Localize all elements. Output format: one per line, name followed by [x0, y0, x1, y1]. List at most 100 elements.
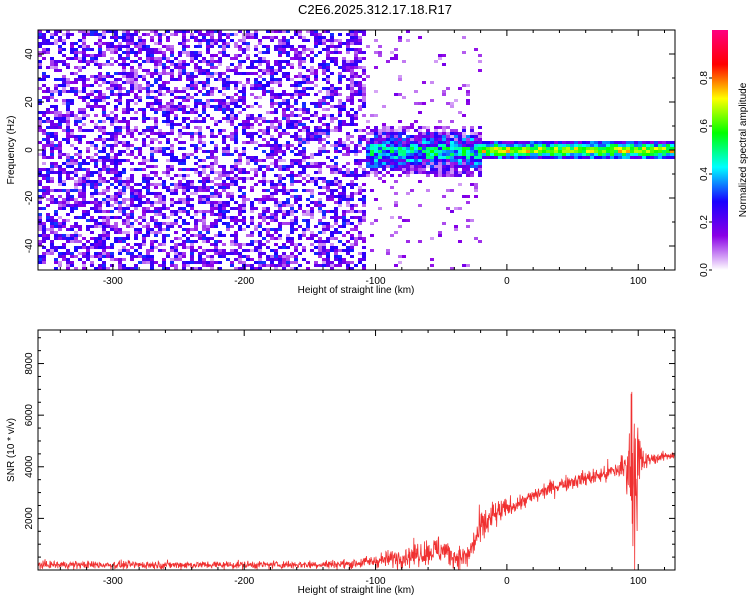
spectrogram-cell	[126, 231, 130, 234]
spectrogram-cell	[218, 267, 222, 270]
spectrogram-cell	[178, 162, 182, 165]
spectrogram-cell	[214, 201, 218, 204]
spectrogram-cell	[202, 120, 206, 123]
spectrogram-cell	[374, 174, 378, 177]
spectrogram-cell	[90, 105, 94, 108]
spectrogram-cell	[198, 186, 202, 189]
spectrogram-cell	[226, 69, 230, 72]
spectrogram-cell	[222, 180, 226, 183]
spectrogram-cell	[270, 105, 274, 108]
spectrogram-cell	[194, 240, 198, 243]
spectrogram-cell	[170, 123, 174, 126]
spectrogram-cell	[134, 111, 138, 114]
spectrogram-cell	[138, 153, 142, 156]
spectrogram-cell	[154, 111, 158, 114]
spectrogram-cell	[350, 150, 354, 153]
spectrogram-cell	[334, 117, 338, 120]
spectrogram-cell	[310, 201, 314, 204]
spectrogram-cell	[142, 210, 146, 213]
spectrogram-cell	[202, 117, 206, 120]
spectrogram-cell	[134, 189, 138, 192]
spectrogram-cell	[182, 141, 186, 144]
spectrogram-cell	[106, 96, 110, 99]
spectrogram-cell	[102, 42, 106, 45]
x-tick-label: -200	[234, 576, 254, 587]
spectrogram-cell	[258, 117, 262, 120]
spectrogram-cell	[430, 81, 434, 84]
spectrogram-cell	[462, 51, 466, 54]
spectrogram-cell	[202, 258, 206, 261]
spectrogram-cell	[234, 93, 238, 96]
spectrogram-cell	[474, 147, 478, 150]
spectrogram-cell	[302, 156, 306, 159]
spectrogram-cell	[38, 255, 42, 258]
spectrogram-cell	[154, 165, 158, 168]
spectrogram-cell	[166, 72, 170, 75]
spectrogram-cell	[114, 81, 118, 84]
spectrogram-cell	[158, 192, 162, 195]
spectrogram-cell	[82, 45, 86, 48]
spectrogram-cell	[94, 252, 98, 255]
spectrogram-cell	[194, 186, 198, 189]
spectrogram-cell	[182, 63, 186, 66]
spectrogram-cell	[574, 147, 578, 150]
spectrogram-cell	[242, 123, 246, 126]
spectrogram-cell	[182, 33, 186, 36]
spectrogram-cell	[222, 87, 226, 90]
spectrogram-cell	[662, 150, 666, 153]
spectrogram-cell	[222, 222, 226, 225]
spectrogram-cell	[294, 33, 298, 36]
spectrogram-cell	[210, 30, 214, 33]
spectrogram-cell	[254, 96, 258, 99]
spectrogram-cell	[238, 171, 242, 174]
spectrogram-cell	[338, 105, 342, 108]
spectrogram-cell	[122, 171, 126, 174]
spectrogram-cell	[138, 192, 142, 195]
spectrogram-cell	[378, 141, 382, 144]
spectrogram-cell	[178, 255, 182, 258]
spectrogram-cell	[374, 153, 378, 156]
spectrogram-cell	[398, 75, 402, 78]
spectrogram-cell	[374, 114, 378, 117]
spectrogram-cell	[138, 96, 142, 99]
spectrogram-cell	[278, 234, 282, 237]
spectrogram-cell	[270, 168, 274, 171]
spectrogram-cell	[138, 150, 142, 153]
spectrogram-cell	[442, 156, 446, 159]
spectrogram-cell	[338, 81, 342, 84]
spectrogram-cell	[446, 126, 450, 129]
spectrogram-cell	[326, 132, 330, 135]
spectrogram-cell	[198, 237, 202, 240]
spectrogram-cell	[422, 150, 426, 153]
spectrogram-cell	[90, 201, 94, 204]
spectrogram-cell	[330, 192, 334, 195]
spectrogram-cell	[102, 114, 106, 117]
spectrogram-cell	[362, 96, 366, 99]
spectrogram-cell	[402, 168, 406, 171]
spectrogram-cell	[486, 141, 490, 144]
spectrogram-cell	[230, 243, 234, 246]
spectrogram-cell	[358, 258, 362, 261]
spectrogram-cell	[270, 195, 274, 198]
spectrogram-cell	[126, 30, 130, 33]
spectrogram-cell	[142, 108, 146, 111]
spectrogram-cell	[358, 222, 362, 225]
spectrogram-cell	[306, 87, 310, 90]
spectrogram-cell	[218, 60, 222, 63]
spectrogram-cell	[94, 99, 98, 102]
spectrogram-cell	[270, 93, 274, 96]
spectrogram-cell	[414, 141, 418, 144]
spectrogram-cell	[214, 144, 218, 147]
spectrogram-cell	[354, 177, 358, 180]
spectrogram-cell	[110, 159, 114, 162]
spectrogram-cell	[158, 132, 162, 135]
spectrogram-cell	[258, 198, 262, 201]
spectrogram-cell	[482, 144, 486, 147]
spectrogram-cell	[54, 66, 58, 69]
spectrogram-cell	[266, 198, 270, 201]
spectrogram-cell	[94, 192, 98, 195]
spectrogram-cell	[42, 240, 46, 243]
spectrogram-cell	[126, 222, 130, 225]
spectrogram-cell	[202, 84, 206, 87]
spectrogram-cell	[258, 261, 262, 264]
